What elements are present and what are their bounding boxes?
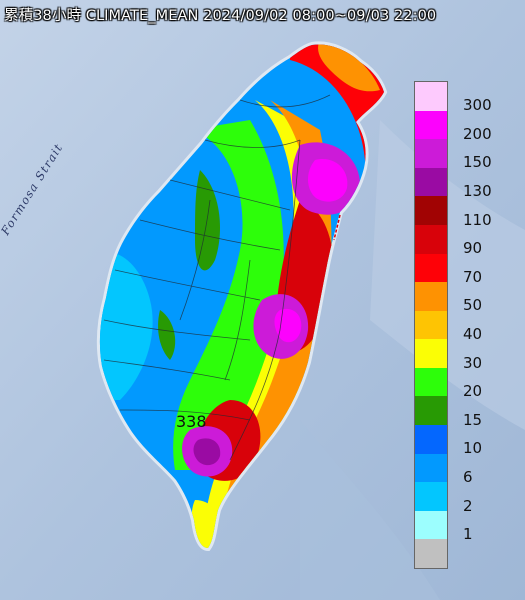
legend-label: 50	[463, 296, 483, 315]
legend-label: 30	[463, 353, 483, 372]
legend-label: 130	[463, 182, 492, 201]
legend-swatch	[415, 310, 447, 340]
legend-swatch	[415, 253, 447, 283]
legend-swatch	[415, 482, 447, 511]
legend-label: 110	[463, 210, 492, 229]
legend-swatch	[415, 139, 447, 168]
legend-label: 70	[463, 267, 483, 286]
legend-swatch	[415, 539, 447, 568]
legend-swatch	[415, 282, 447, 311]
legend-label: 6	[463, 467, 473, 486]
legend-swatch	[415, 396, 447, 426]
legend-swatch	[415, 367, 447, 397]
legend-swatch	[415, 196, 447, 225]
legend-label: 200	[463, 124, 492, 143]
legend-swatch	[415, 510, 447, 540]
legend-swatch	[415, 82, 447, 111]
legend-label: 2	[463, 496, 473, 515]
legend-label: 40	[463, 325, 483, 343]
county-boundaries	[103, 94, 331, 461]
map-title: 累積38小時 CLIMATE_MEAN 2024/09/02 08:00~09/…	[4, 8, 437, 24]
legend-label: 300	[463, 96, 492, 115]
legend-label: 20	[463, 382, 483, 401]
legend-swatch	[415, 110, 447, 140]
legend-swatch	[415, 167, 447, 197]
color-legend	[414, 81, 448, 569]
max-value-label: 338	[176, 412, 207, 431]
legend-swatch	[415, 425, 447, 454]
legend-swatch	[415, 339, 447, 368]
legend-label: 15	[463, 410, 483, 429]
legend-swatch	[415, 224, 447, 254]
legend-label: 90	[463, 239, 483, 258]
legend-label: 10	[463, 439, 483, 458]
legend-label: 1	[463, 525, 473, 544]
legend-label: 150	[463, 153, 492, 172]
legend-swatch	[415, 453, 447, 483]
